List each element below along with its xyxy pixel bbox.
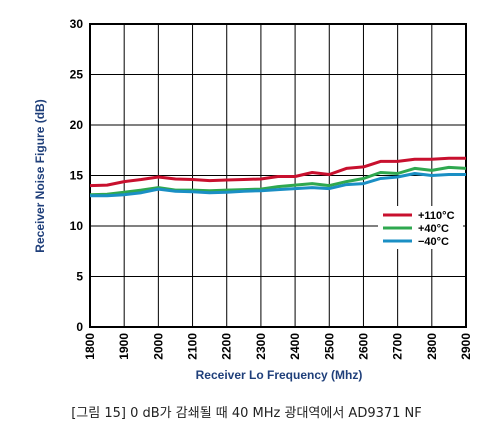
legend-label: −40°C: [418, 236, 449, 248]
x-tick-label: 1900: [117, 333, 131, 360]
x-tick-label: 2400: [288, 333, 302, 360]
y-axis-ticks: 0 5 10 15 20 25 30: [70, 17, 84, 334]
x-tick-label: 2600: [356, 333, 370, 360]
series-line-0: [89, 156, 466, 188]
x-tick-label: 2300: [254, 333, 268, 360]
y-tick-label: 10: [70, 219, 84, 233]
legend: +110°C+40°C−40°C: [378, 206, 463, 249]
series-line-1: [89, 165, 467, 197]
y-tick-label: 25: [70, 68, 84, 82]
x-tick-label: 2800: [425, 333, 439, 360]
y-tick-label: 15: [70, 169, 84, 183]
x-tick-label: 2100: [186, 333, 200, 360]
x-tick-label: 2200: [220, 333, 234, 360]
y-axis-label: Receiver Noise Figure (dB): [33, 99, 47, 252]
series-line-2: [90, 172, 466, 198]
y-tick-label: 20: [70, 118, 84, 132]
x-axis-ticks: 1800 1900 2000 2100 2200 2300 2400 2500 2600 2700…: [83, 333, 473, 360]
legend-label: +40°C: [418, 223, 449, 235]
x-axis-label: Receiver Lo Frequency (Mhz): [196, 368, 363, 382]
x-tick-label: 1800: [83, 333, 97, 360]
x-tick-label: 2900: [459, 333, 473, 360]
x-tick-label: 2000: [151, 333, 165, 360]
y-tick-label: 5: [76, 270, 83, 284]
x-tick-label: 2500: [322, 333, 336, 360]
y-tick-label: 0: [76, 320, 83, 334]
x-tick-label: 2700: [391, 333, 405, 360]
figure-caption: [그림 15] 0 dB가 감쇄될 때 40 MHz 광대역에서 AD9371 …: [71, 406, 422, 421]
noise-figure-chart: 0 5 10 15 20 25 30 1800 1900 2000 2100 2200 2300 240…: [33, 17, 473, 382]
legend-label: +110°C: [418, 210, 455, 222]
series-lines: [89, 156, 467, 198]
y-tick-label: 30: [70, 17, 84, 31]
